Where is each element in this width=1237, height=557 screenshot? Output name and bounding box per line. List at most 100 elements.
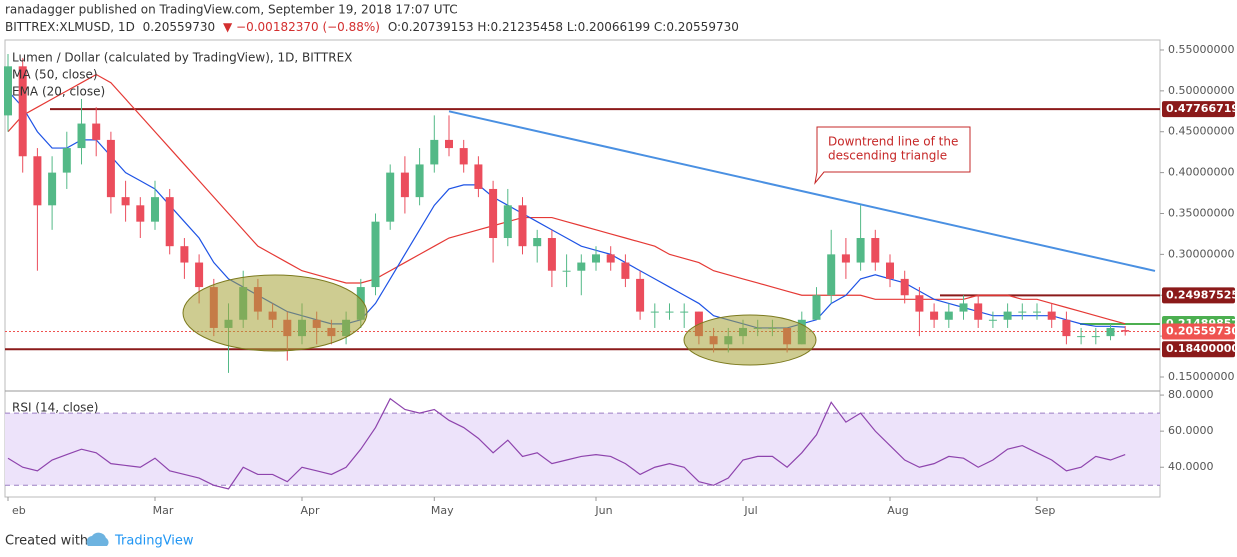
level-tag: [1162, 323, 1235, 340]
candle-body: [886, 262, 894, 279]
under-layer: [5, 108, 1160, 486]
candle-body: [518, 205, 527, 247]
candle-body: [459, 148, 468, 165]
x-tick-label: Sep: [1035, 504, 1056, 517]
candle-body: [827, 254, 836, 296]
candle-body: [474, 164, 483, 189]
level-label: 0.24987525: [1166, 288, 1237, 301]
axis-labels: 0.150000000.200000000.250000000.30000000…: [7, 43, 1237, 517]
symbol: BITTREX:XLMUSD, 1D: [5, 20, 135, 34]
candle-body: [577, 262, 586, 271]
candle-body: [547, 238, 556, 271]
y-tick-label: 60.0000: [1168, 424, 1214, 437]
y-tick-label: 0.30000000: [1168, 247, 1234, 260]
candle-body: [121, 197, 130, 206]
annotation-text: Downtrend line of the: [828, 135, 958, 149]
level-tag: [1162, 287, 1235, 304]
overlay-layer: Downtrend line of the descending triangl…: [182, 126, 971, 366]
candle-body: [92, 123, 101, 140]
candle-body: [1091, 336, 1100, 338]
candle-body: [18, 66, 27, 157]
x-tick-label: Aug: [887, 504, 908, 517]
x-tick-label: eb: [12, 504, 26, 517]
candle-body: [489, 188, 498, 239]
y-tick-label: 0.15000000: [1168, 370, 1234, 383]
candle-body: [944, 311, 953, 320]
candle-body: [415, 164, 424, 198]
annotation-bubble: [814, 126, 971, 185]
moving-average: [7, 73, 1126, 325]
candle-body: [812, 295, 821, 320]
candle-body: [856, 238, 865, 263]
candle-body: [1003, 311, 1012, 320]
trendline: [448, 110, 1156, 272]
rsi-line: [7, 397, 1126, 490]
candle-body: [841, 254, 850, 263]
level-label: 0.20559730: [1166, 325, 1237, 338]
candle-body: [871, 238, 880, 263]
candle-body: [400, 172, 409, 198]
chart-title: Lumen / Dollar (calculated by TradingVie…: [12, 51, 352, 65]
candle-body: [151, 197, 159, 222]
consolidation-ellipse: [182, 274, 368, 352]
y-tick-label: 0.55000000: [1168, 43, 1234, 56]
rsi-band: [5, 413, 1160, 486]
x-tick-label: Mar: [153, 504, 174, 517]
candle-body: [592, 254, 600, 263]
symbol-line: BITTREX:XLMUSD, 1D 0.20559730 ▼ −0.00182…: [5, 20, 739, 34]
level-label: 0.47766719: [1166, 102, 1237, 115]
level-tag: [1162, 101, 1235, 118]
x-tick-label: May: [431, 504, 454, 517]
legend-entry: EMA (20, close): [12, 85, 105, 99]
candle-body: [195, 262, 204, 288]
candle-body: [680, 311, 689, 313]
candle-body: [136, 205, 145, 222]
candle-body: [445, 139, 453, 149]
candle-body: [974, 303, 983, 320]
y-tick-label: 80.0000: [1168, 388, 1214, 401]
level-label: 0.18400000: [1166, 342, 1237, 355]
y-tick-label: 0.35000000: [1168, 206, 1234, 219]
publish-line: ranadagger published on TradingView.com,…: [5, 3, 458, 17]
legend: Lumen / Dollar (calculated by TradingVie…: [12, 51, 352, 415]
candle-body: [900, 278, 909, 296]
candle-body: [1121, 330, 1130, 332]
candle-body: [62, 148, 71, 173]
candle-body: [430, 139, 439, 165]
ohlc: O:0.20739153 H:0.21235458 L:0.20066199 C…: [388, 20, 739, 34]
candle-body: [650, 311, 659, 313]
candle-body: [606, 254, 615, 263]
legend-entry: MA (50, close): [12, 68, 98, 82]
candle-body: [1106, 327, 1115, 337]
candle-body: [48, 172, 57, 206]
y-tick-label: 0.45000000: [1168, 125, 1234, 138]
candle-body: [562, 270, 571, 272]
candle-body: [1033, 311, 1041, 313]
footer-text: Created with: [5, 534, 88, 549]
last-price: 0.20559730: [143, 20, 216, 34]
x-tick-label: Apr: [300, 504, 320, 517]
candle-body: [106, 139, 115, 198]
candle-body: [959, 303, 968, 312]
candle-body: [77, 123, 86, 149]
annotation-text: descending triangle: [828, 149, 947, 163]
candle-body: [988, 319, 997, 321]
y-tick-label: 40.0000: [1168, 460, 1214, 473]
chart-frame: [4, 39, 1161, 498]
candle-body: [1062, 319, 1071, 337]
x-tick-label: Jul: [743, 504, 757, 517]
footer-brand: TradingView: [114, 534, 194, 549]
logo: [86, 532, 109, 546]
candle-body: [930, 311, 939, 320]
y-tick-label: 0.50000000: [1168, 84, 1234, 97]
candle-body: [915, 295, 924, 312]
candle-body: [1018, 311, 1027, 313]
candle-body: [503, 205, 512, 239]
footer: Created with TradingView: [5, 532, 194, 549]
candle-body: [33, 156, 42, 206]
candle-body: [371, 221, 380, 288]
candle-body: [386, 172, 395, 222]
y-tick-label: 0.40000000: [1168, 166, 1234, 179]
candle-body: [180, 246, 189, 263]
candle-body: [165, 197, 174, 247]
